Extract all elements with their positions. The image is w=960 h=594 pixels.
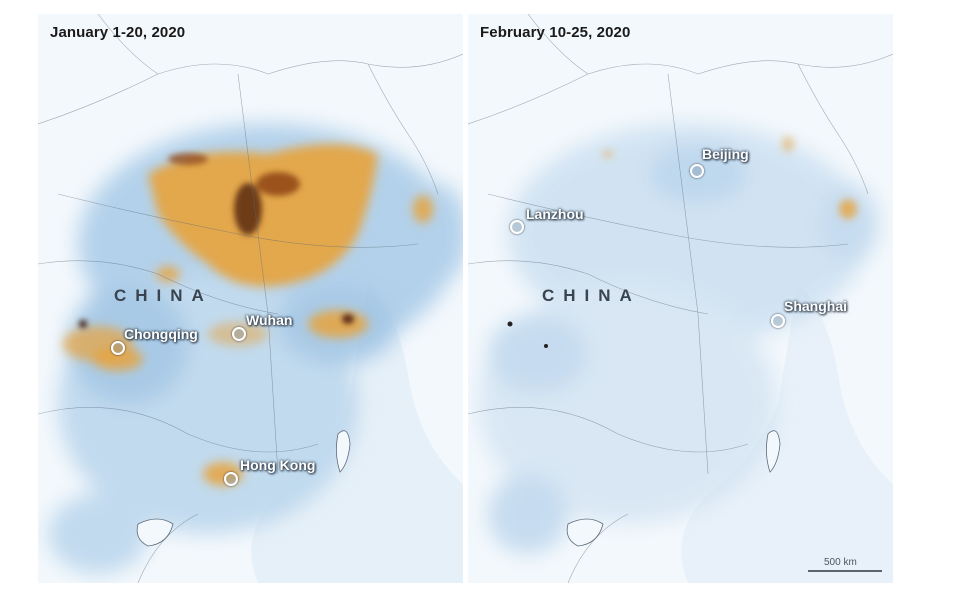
city-label-shanghai: Shanghai — [784, 298, 848, 314]
city-label-chongqing: Chongqing — [124, 326, 198, 342]
scale-bar — [808, 570, 882, 572]
map-panel-february: February 10-25, 2020 CHINA Beijing Lanzh… — [468, 14, 893, 583]
city-marker-beijing — [690, 164, 704, 178]
city-label-lanzhou: Lanzhou — [526, 206, 584, 222]
no2-map-january — [38, 14, 463, 583]
no2-map-february — [468, 14, 893, 583]
map-panel-january: January 1-20, 2020 CHINA Chongqing Wuhan… — [38, 14, 463, 583]
city-marker-hong-kong — [224, 472, 238, 486]
city-marker-lanzhou — [510, 220, 524, 234]
city-marker-chongqing — [111, 341, 125, 355]
city-label-wuhan: Wuhan — [246, 312, 293, 328]
city-marker-shanghai — [771, 314, 785, 328]
country-label: CHINA — [542, 286, 641, 305]
city-label-hong-kong: Hong Kong — [240, 457, 316, 473]
scale-label: 500 km — [824, 557, 857, 568]
city-marker-wuhan — [232, 327, 246, 341]
panel-title: February 10-25, 2020 — [480, 24, 631, 41]
panel-title: January 1-20, 2020 — [50, 24, 186, 41]
city-label-beijing: Beijing — [702, 146, 749, 162]
country-label: CHINA — [114, 286, 213, 305]
